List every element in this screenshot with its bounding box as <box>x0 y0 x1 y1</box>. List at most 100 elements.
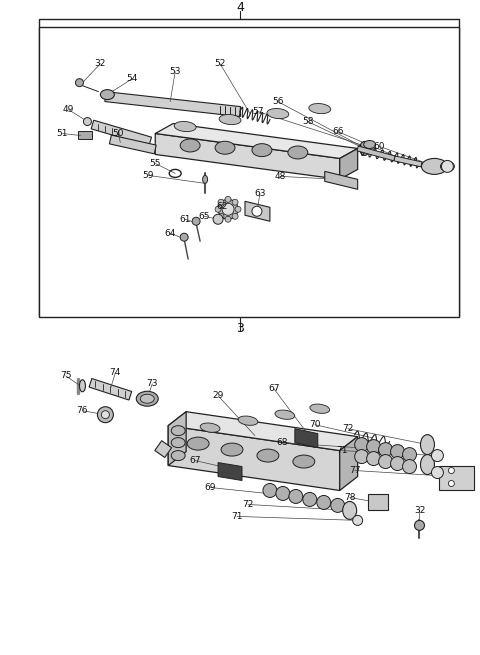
Circle shape <box>276 487 290 500</box>
Text: 50: 50 <box>113 129 124 138</box>
Ellipse shape <box>309 103 331 113</box>
Polygon shape <box>340 437 358 491</box>
Circle shape <box>317 495 331 510</box>
Polygon shape <box>168 412 186 466</box>
Polygon shape <box>340 149 358 179</box>
Ellipse shape <box>215 141 235 154</box>
Ellipse shape <box>171 451 185 460</box>
Circle shape <box>432 466 444 479</box>
Ellipse shape <box>219 115 241 124</box>
Text: 52: 52 <box>215 59 226 68</box>
Text: 77: 77 <box>349 466 360 475</box>
Ellipse shape <box>171 426 185 436</box>
Circle shape <box>289 489 303 504</box>
Polygon shape <box>295 428 318 447</box>
Text: 67: 67 <box>268 384 280 393</box>
Ellipse shape <box>310 404 330 413</box>
Ellipse shape <box>421 159 447 174</box>
Circle shape <box>415 520 424 531</box>
Ellipse shape <box>420 455 434 474</box>
Ellipse shape <box>275 410 295 419</box>
Ellipse shape <box>200 423 220 432</box>
Polygon shape <box>155 134 340 179</box>
Polygon shape <box>168 426 340 491</box>
Circle shape <box>232 199 238 205</box>
Polygon shape <box>394 156 422 167</box>
Ellipse shape <box>180 139 200 152</box>
Ellipse shape <box>420 435 434 455</box>
Bar <box>38 19 459 316</box>
Text: 65: 65 <box>198 212 210 221</box>
Text: 70: 70 <box>309 420 321 429</box>
Text: 72: 72 <box>242 500 253 509</box>
Text: 54: 54 <box>127 74 138 83</box>
Polygon shape <box>155 441 172 457</box>
Text: 68: 68 <box>276 438 288 447</box>
Circle shape <box>442 160 454 172</box>
Text: 75: 75 <box>60 371 71 381</box>
Polygon shape <box>245 201 270 221</box>
Text: 72: 72 <box>342 424 353 433</box>
Circle shape <box>232 214 238 219</box>
Circle shape <box>218 214 224 219</box>
Circle shape <box>391 445 405 458</box>
Ellipse shape <box>80 380 85 392</box>
Circle shape <box>432 449 444 462</box>
Circle shape <box>355 449 369 464</box>
Circle shape <box>97 407 113 422</box>
Circle shape <box>331 498 345 512</box>
Text: 29: 29 <box>212 391 224 400</box>
Text: 60: 60 <box>374 142 385 151</box>
Text: 4: 4 <box>236 1 244 14</box>
Circle shape <box>303 493 317 506</box>
Text: 56: 56 <box>272 97 284 106</box>
Text: 61: 61 <box>180 215 191 224</box>
Bar <box>439 466 474 491</box>
Polygon shape <box>325 172 358 189</box>
Text: 32: 32 <box>414 506 425 515</box>
Ellipse shape <box>441 161 455 172</box>
Circle shape <box>353 515 363 525</box>
Ellipse shape <box>221 443 243 456</box>
Polygon shape <box>218 462 242 481</box>
Circle shape <box>448 468 455 474</box>
Text: 3: 3 <box>236 322 244 335</box>
Ellipse shape <box>343 502 357 519</box>
Ellipse shape <box>203 176 207 183</box>
Polygon shape <box>109 135 156 154</box>
Text: 59: 59 <box>143 171 154 180</box>
Text: 51: 51 <box>57 129 68 138</box>
Circle shape <box>403 460 417 474</box>
Circle shape <box>180 233 188 241</box>
Circle shape <box>391 457 405 470</box>
Ellipse shape <box>364 140 376 149</box>
Circle shape <box>218 199 238 219</box>
Text: 32: 32 <box>95 59 106 68</box>
Ellipse shape <box>136 391 158 406</box>
Circle shape <box>355 438 369 451</box>
Polygon shape <box>91 121 152 146</box>
Text: 55: 55 <box>149 159 161 168</box>
Text: 49: 49 <box>63 105 74 114</box>
Circle shape <box>75 79 84 86</box>
Ellipse shape <box>267 109 289 119</box>
Text: 63: 63 <box>254 189 266 198</box>
Circle shape <box>263 483 277 497</box>
Polygon shape <box>105 92 240 117</box>
Circle shape <box>367 440 381 453</box>
Ellipse shape <box>288 146 308 159</box>
Polygon shape <box>357 146 395 161</box>
Ellipse shape <box>171 438 185 447</box>
Ellipse shape <box>100 90 114 100</box>
Text: 73: 73 <box>146 379 158 388</box>
Text: 76: 76 <box>77 406 88 415</box>
Polygon shape <box>155 124 358 159</box>
Text: 48: 48 <box>274 172 286 181</box>
Circle shape <box>225 196 231 202</box>
Text: 71: 71 <box>231 512 243 521</box>
Polygon shape <box>168 412 358 451</box>
Text: 62: 62 <box>216 202 228 211</box>
Circle shape <box>215 206 221 212</box>
Text: 69: 69 <box>204 483 216 492</box>
Circle shape <box>84 117 91 126</box>
